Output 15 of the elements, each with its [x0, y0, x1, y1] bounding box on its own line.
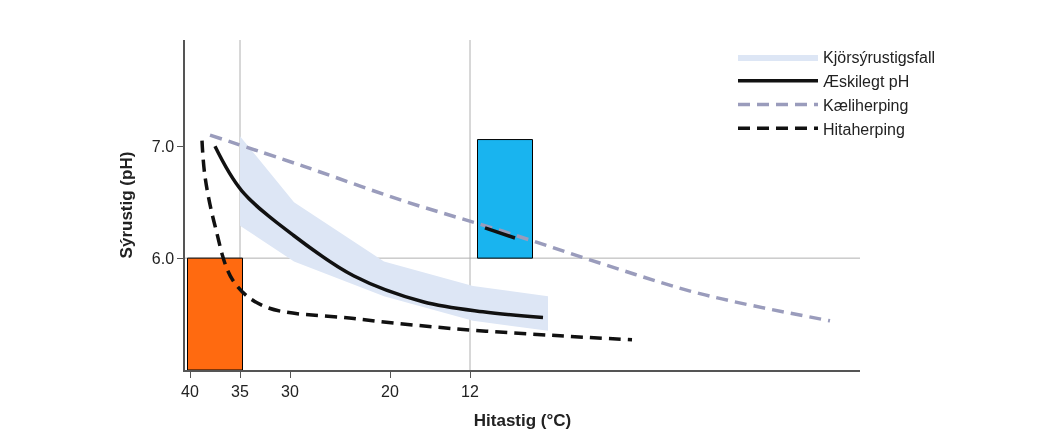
x-tick-label: 12: [461, 382, 479, 400]
legend-label: Æskilegt pH: [823, 72, 910, 90]
y-axis-title: Sýrustig (pH): [116, 151, 136, 259]
legend-label: Kæliherping: [823, 96, 909, 114]
x-tick-label: 30: [281, 382, 299, 400]
legend-label: Hitaherping: [823, 120, 905, 138]
y-tick-label: 6.0: [151, 249, 175, 267]
legend-label: Kjörsýrustigsfall: [823, 49, 936, 67]
x-tick-label: 40: [181, 382, 199, 400]
line-series: [200, 138, 634, 342]
y-tick-label: 7.0: [151, 137, 175, 155]
x-tick-label: 35: [231, 382, 249, 400]
x-axis-title: Hitastig (°C): [473, 410, 572, 430]
line-series: [213, 144, 545, 320]
x-tick-label: 20: [381, 382, 399, 400]
